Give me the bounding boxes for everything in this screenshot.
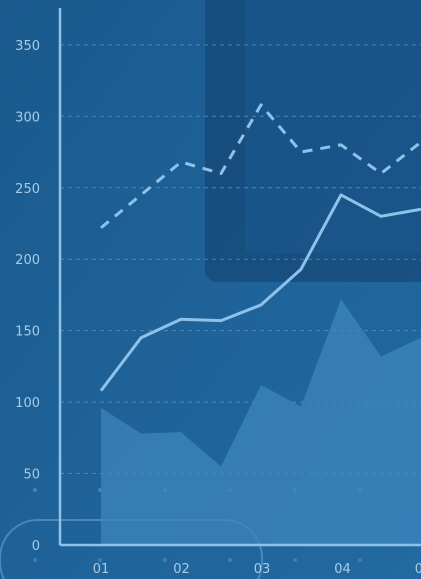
axes (58, 8, 421, 547)
decor-dot (358, 558, 362, 562)
decor-dot (228, 558, 232, 562)
area-series-fill (101, 299, 421, 545)
x-tick-label: 03 (254, 562, 271, 577)
decor-dot (33, 558, 37, 562)
y-tick-label: 200 (15, 253, 40, 268)
decor-dot (293, 558, 297, 562)
solid-line-series (99, 193, 421, 392)
x-tick-label: 05 (415, 562, 421, 577)
y-axis-ticks: 0 50 100 150 200 250 300 350 (15, 39, 40, 554)
area-series (101, 299, 421, 545)
x-tick-label: 01 (93, 562, 110, 577)
decor-dot (33, 488, 37, 492)
y-tick-label: 0 (32, 539, 40, 554)
decor-dot (98, 558, 102, 562)
x-tick-label: 02 (173, 562, 190, 577)
x-tick-label: 04 (334, 562, 351, 577)
line-series-group (99, 103, 421, 392)
x-axis-ticks: 01 02 03 04 05 (93, 562, 421, 577)
y-tick-label: 350 (15, 39, 40, 54)
y-tick-label: 250 (15, 182, 40, 197)
y-tick-label: 150 (15, 325, 40, 340)
y-tick-label: 300 (15, 110, 40, 125)
decor-dot (163, 558, 167, 562)
dashed-line-series (100, 103, 421, 229)
y-tick-label: 50 (23, 468, 40, 483)
tablet-screen-shape (245, 0, 421, 253)
y-tick-label: 100 (15, 396, 40, 411)
